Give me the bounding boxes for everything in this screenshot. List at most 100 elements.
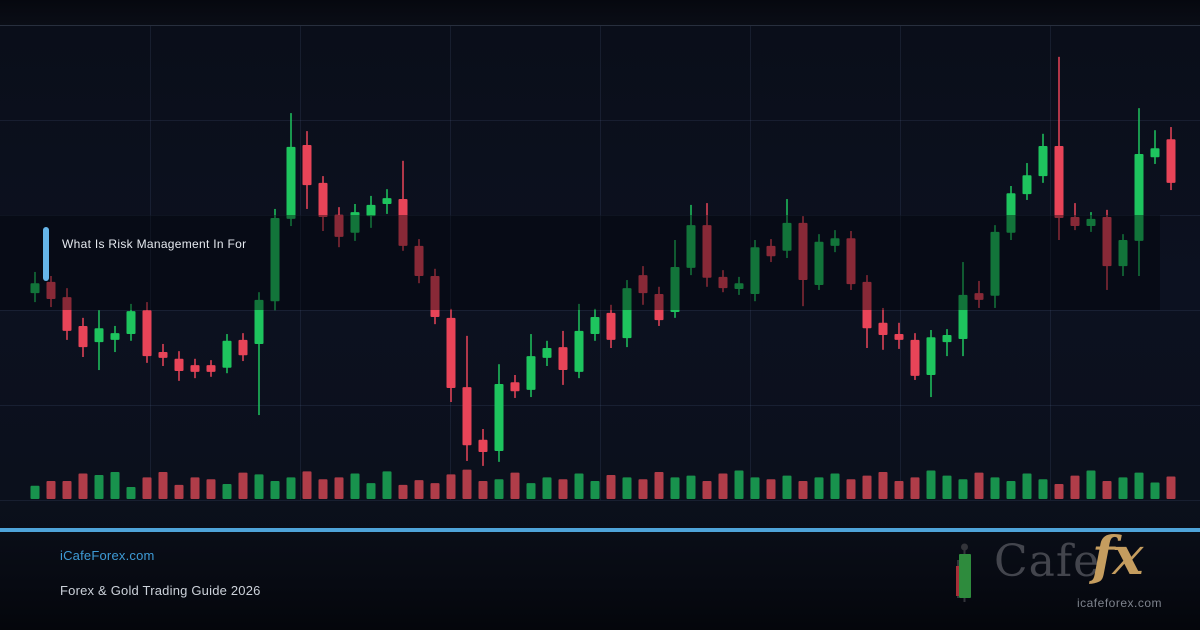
volume-bar [686,475,696,499]
candle-body [1086,218,1096,227]
footer-site-link[interactable]: iCafeForex.com [60,548,155,563]
volume-bar [990,477,1000,499]
candle-body [526,356,536,390]
candle-body [654,294,664,321]
volume-bar [798,481,808,499]
candle-body [542,348,552,358]
volume-bar [814,477,824,499]
logo-candles-icon [956,543,971,602]
candle-body [30,283,40,294]
h-gridline [0,215,1200,216]
volume-bar [1038,479,1048,499]
volume-bar [46,481,56,499]
candle-body [238,339,248,356]
candle-body [574,330,584,372]
volume-bar [910,477,920,499]
volume-bar [254,474,264,499]
volume-bar [382,471,392,499]
v-gridline [1050,25,1051,500]
candle-body [766,245,776,257]
candle-body [46,281,56,299]
title-highlight-band [0,215,1160,310]
candle-body [446,317,456,389]
volume-bar [670,477,680,499]
volume-bar [846,479,856,499]
volume-bar [126,487,136,499]
candle-body [750,247,760,294]
candle-body [334,214,344,237]
candle-wick [1074,203,1076,231]
v-gridline [300,25,301,500]
v-gridline [600,25,601,500]
volume-bar [622,477,632,499]
candle-body [1166,139,1176,183]
candle-body [558,347,568,371]
volume-bar [318,479,328,499]
volume-bar [702,481,712,499]
volume-bar [510,472,520,499]
h-gridline [0,500,1200,501]
footer-separator [0,528,1200,532]
volume-bar [430,483,440,499]
volume-bar [62,481,72,499]
candle-wick [258,292,260,416]
volume-bar [750,477,760,499]
candle-body [382,198,392,204]
volume-bar [110,472,120,499]
volume-bar [206,479,216,499]
volume-bar [222,484,232,499]
candle-body [62,297,72,331]
candle-body [798,222,808,281]
volume-bar [478,481,488,499]
candle-body [894,334,904,340]
volume-bar [1070,475,1080,499]
volume-bar [782,475,792,499]
volume-bar [1006,481,1016,499]
candle-body [78,325,88,348]
volume-bar [190,477,200,499]
volume-bar [398,484,408,499]
volume-bar [302,471,312,499]
candle-body [478,439,488,452]
candle-body [1118,240,1128,267]
volume-bar [494,479,504,499]
candle-body [926,337,936,375]
logo-green-candle-icon [959,554,971,598]
volume-bar [558,479,568,499]
volume-bar [158,472,168,499]
volume-bar [174,484,184,499]
candle-body [1102,217,1112,267]
candle-body [1006,193,1016,233]
candle-body [366,204,376,217]
volume-bar [1054,484,1064,499]
candle-body [1134,154,1144,241]
volume-bar [606,475,616,499]
candle-body [414,245,424,276]
volume-bar [638,479,648,499]
candle-body [142,310,152,357]
volume-bar [446,474,456,499]
volume-bar [334,477,344,499]
volume-bar [1150,482,1160,499]
volume-bar [1118,477,1128,499]
header-strip [0,0,1200,26]
candle-body [638,275,648,294]
candle-wick [946,329,948,357]
volume-bar [270,481,280,499]
volume-bar [590,481,600,499]
candle-wick [1154,130,1156,164]
candle-body [830,238,840,246]
candle-body [686,225,696,268]
candle-body [990,231,1000,296]
volume-bar [462,469,472,499]
volume-bar [878,472,888,499]
volume-bar [1086,470,1096,499]
title-block: What Is Risk Management In For [43,227,246,281]
candle-body [270,217,280,302]
candle-body [878,322,888,335]
volume-bar [1102,481,1112,499]
volume-bar [30,485,40,499]
volume-bar [1022,473,1032,499]
volume-bar [574,473,584,499]
